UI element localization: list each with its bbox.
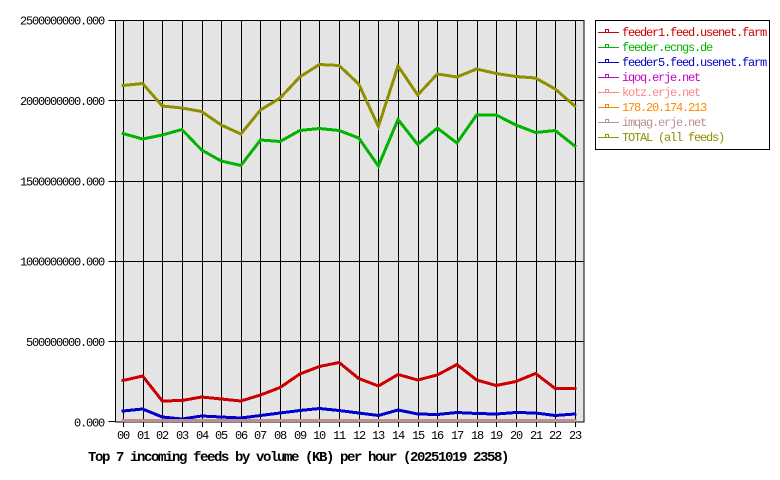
svg-text:imqag.erje.net: imqag.erje.net [622, 116, 706, 130]
svg-text:kotz.erje.net: kotz.erje.net [622, 86, 700, 100]
svg-text:08: 08 [274, 429, 287, 443]
svg-text:TOTAL (all feeds): TOTAL (all feeds) [622, 131, 724, 145]
svg-text:16: 16 [431, 429, 444, 443]
svg-text:17: 17 [451, 429, 464, 443]
svg-text:05: 05 [215, 429, 228, 443]
svg-text:2500000000.000: 2500000000.000 [20, 15, 105, 29]
svg-text:feeder1.feed.usenet.farm: feeder1.feed.usenet.farm [622, 26, 767, 40]
svg-text:10: 10 [313, 429, 326, 443]
svg-text:500000000.000: 500000000.000 [26, 336, 105, 350]
svg-text:1500000000.000: 1500000000.000 [20, 175, 105, 189]
svg-text:02: 02 [156, 429, 169, 443]
svg-text:Top 7 incoming feeds by volume: Top 7 incoming feeds by volume (KB) per … [88, 450, 508, 466]
svg-text:01: 01 [137, 429, 150, 443]
svg-text:0.000: 0.000 [74, 417, 105, 431]
svg-text:14: 14 [392, 429, 405, 443]
svg-text:feeder.ecngs.de: feeder.ecngs.de [622, 41, 713, 55]
svg-text:178.20.174.213: 178.20.174.213 [622, 101, 707, 115]
svg-text:03: 03 [176, 429, 189, 443]
svg-text:12: 12 [353, 429, 366, 443]
svg-text:15: 15 [412, 429, 425, 443]
svg-text:06: 06 [235, 429, 248, 443]
svg-text:iqoq.erje.net: iqoq.erje.net [622, 71, 700, 85]
svg-text:13: 13 [372, 429, 385, 443]
svg-text:04: 04 [196, 429, 209, 443]
svg-text:11: 11 [333, 429, 346, 443]
svg-text:07: 07 [254, 429, 267, 443]
svg-text:00: 00 [117, 429, 130, 443]
svg-text:22: 22 [549, 429, 562, 443]
svg-text:23: 23 [569, 429, 582, 443]
svg-text:21: 21 [530, 429, 543, 443]
svg-text:18: 18 [471, 429, 484, 443]
svg-text:2000000000.000: 2000000000.000 [20, 95, 105, 109]
svg-text:09: 09 [294, 429, 307, 443]
svg-text:20: 20 [510, 429, 523, 443]
svg-text:19: 19 [490, 429, 503, 443]
svg-text:1000000000.000: 1000000000.000 [20, 256, 105, 270]
svg-text:feeder5.feed.usenet.farm: feeder5.feed.usenet.farm [622, 56, 767, 70]
